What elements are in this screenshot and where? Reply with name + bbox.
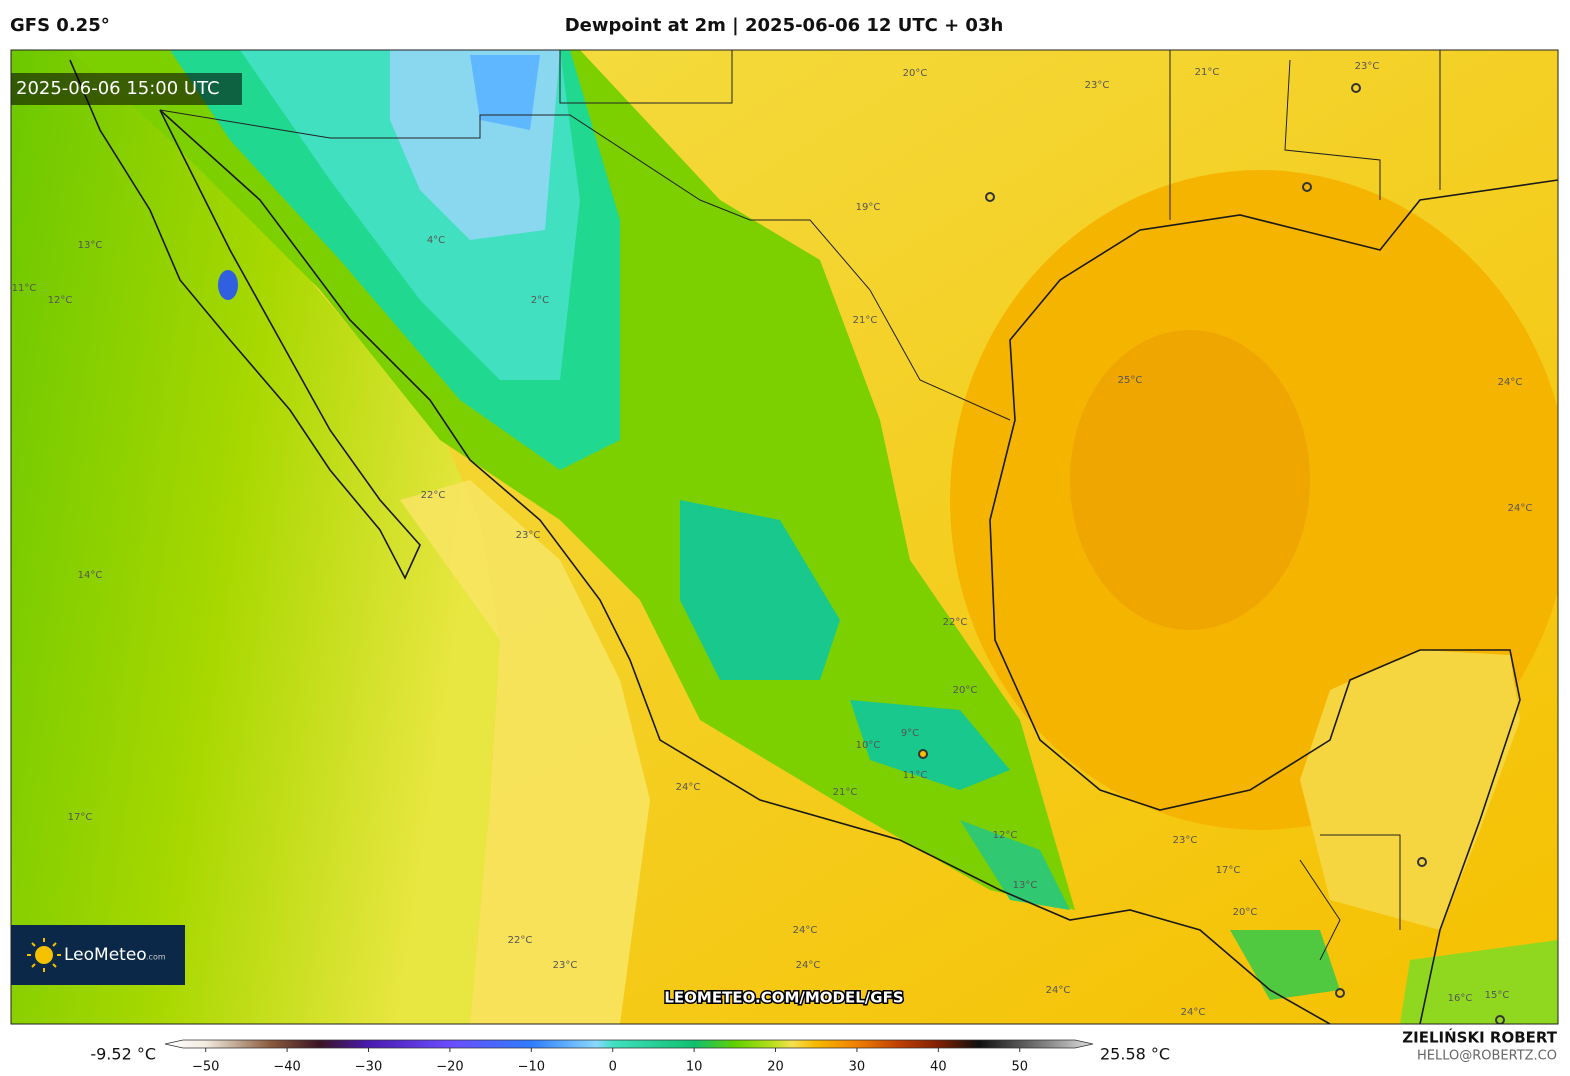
contour-labels: 20°C 23°C 21°C 23°C 19°C 21°C 25°C 24°C 24°C 22°C… <box>12 61 1533 1018</box>
colorbar-tick-label: 30 <box>849 1060 866 1075</box>
max-value: 25.58 °C <box>1100 1045 1170 1064</box>
contour-label: 11°C <box>903 770 928 781</box>
contour-label: 10°C <box>856 740 881 751</box>
contour-label: 23°C <box>1355 61 1380 72</box>
contour-label: 14°C <box>78 570 103 581</box>
contour-label: 23°C <box>1085 80 1110 91</box>
credit-name: ZIELIŃSKI ROBERT <box>1402 1028 1557 1047</box>
contour-label: 22°C <box>943 617 968 628</box>
contour-label: 4°C <box>427 235 445 246</box>
contour-label: 15°C <box>1485 990 1510 1001</box>
colorbar-tick-label: 40 <box>930 1060 947 1075</box>
contour-label: 24°C <box>1181 1007 1206 1018</box>
contour-label: 22°C <box>508 935 533 946</box>
logo-suffix: .com <box>146 953 166 962</box>
logo: LeoMeteo <box>64 945 147 965</box>
colorbar-tick-label: 10 <box>686 1060 703 1075</box>
colorbar-tick-label: −20 <box>436 1060 463 1075</box>
colorbar-tick-label: 20 <box>767 1060 784 1075</box>
contour-label: 21°C <box>853 315 878 326</box>
contour-label: 24°C <box>676 782 701 793</box>
contour-label: 11°C <box>12 283 37 294</box>
colorbar-tick-label: 50 <box>1011 1060 1028 1075</box>
colorbar-tick-label: −40 <box>273 1060 300 1075</box>
contour-label: 23°C <box>516 530 541 541</box>
model-name: GFS 0.25° <box>10 15 110 36</box>
contour-label: 22°C <box>421 490 446 501</box>
contour-label: 23°C <box>1173 835 1198 846</box>
contour-label: 17°C <box>68 812 93 823</box>
watermark: LEOMETEO.COM/MODEL/GFS <box>664 989 903 1007</box>
contour-label: 24°C <box>1508 503 1533 514</box>
contour-label: 13°C <box>1013 880 1038 891</box>
contour-label: 24°C <box>796 960 821 971</box>
map-title: Dewpoint at 2m | 2025-06-06 12 UTC + 03h <box>565 15 1004 36</box>
contour-label: 16°C <box>1448 993 1473 1004</box>
contour-label: 12°C <box>48 295 73 306</box>
colorbar-bar <box>164 1039 1094 1049</box>
contour-label: 17°C <box>1216 865 1241 876</box>
valid-time: 2025-06-06 15:00 UTC <box>16 78 220 99</box>
contour-label: 20°C <box>903 68 928 79</box>
colorbar-tick-label: −10 <box>518 1060 545 1075</box>
min-value: -9.52 °C <box>90 1045 156 1064</box>
map: 20°C 23°C 21°C 23°C 19°C 21°C 25°C 24°C 24°C 22°C… <box>11 50 1558 1024</box>
colorbar-tick-label: 0 <box>609 1060 617 1075</box>
contour-label: 25°C <box>1118 375 1143 386</box>
colorbar-tick-label: −30 <box>355 1060 382 1075</box>
contour-label: 19°C <box>856 202 881 213</box>
colorbar: −50 −40 −30 −20 −10 0 10 20 30 40 50 <box>164 1039 1094 1075</box>
contour-label: 21°C <box>1195 67 1220 78</box>
credit-email: HELLO@ROBERTZ.CO <box>1417 1049 1557 1064</box>
colorbar-tick-label: −50 <box>192 1060 219 1075</box>
contour-label: 9°C <box>901 728 919 739</box>
contour-label: 12°C <box>993 830 1018 841</box>
contour-label: 24°C <box>1046 985 1071 996</box>
contour-label: 20°C <box>953 685 978 696</box>
contour-label: 20°C <box>1233 907 1258 918</box>
contour-label: 13°C <box>78 240 103 251</box>
contour-label: 24°C <box>793 925 818 936</box>
contour-label: 24°C <box>1498 377 1523 388</box>
contour-label: 2°C <box>531 295 549 306</box>
contour-label: 21°C <box>833 787 858 798</box>
contour-label: 23°C <box>553 960 578 971</box>
